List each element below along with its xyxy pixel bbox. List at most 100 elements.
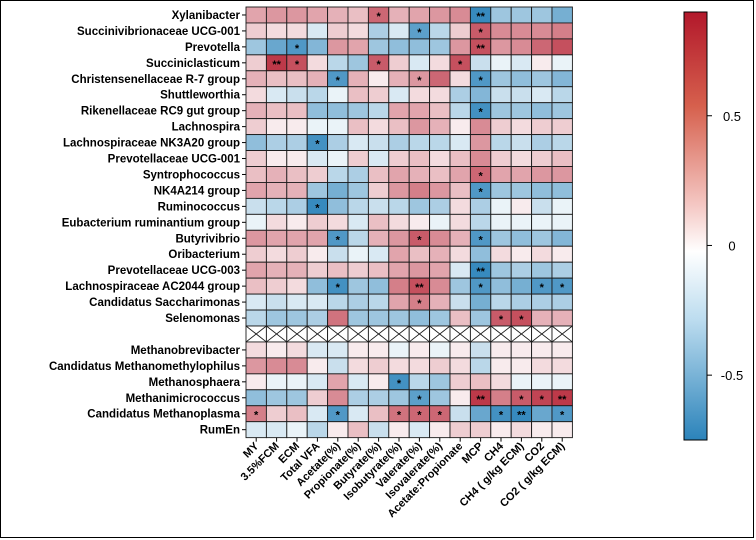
heatmap-cell xyxy=(388,22,410,40)
heatmap-cell xyxy=(531,309,553,327)
heatmap-cell xyxy=(245,86,267,104)
heatmap-cell xyxy=(408,166,431,183)
heatmap-cell xyxy=(490,261,512,279)
heatmap-cell xyxy=(510,86,533,104)
heatmap-cell xyxy=(367,213,390,231)
heatmap-cell xyxy=(306,102,329,120)
heatmap-cell xyxy=(306,6,329,24)
heatmap-cell xyxy=(347,22,369,40)
heatmap-cell xyxy=(408,102,431,120)
significance-mark: * xyxy=(417,75,422,87)
heatmap-cell xyxy=(347,6,369,24)
color-scale-tick-label: 0 xyxy=(728,238,735,253)
heatmap-cell xyxy=(490,38,512,56)
row-label: Prevotellaceae UCG-003 xyxy=(108,265,240,277)
heatmap-cell xyxy=(306,22,329,40)
heatmap-cell xyxy=(367,421,390,439)
row-label: RumEn xyxy=(200,425,240,437)
heatmap-cell xyxy=(245,181,267,199)
heatmap-cell xyxy=(510,341,533,359)
heatmap-cell xyxy=(490,245,512,263)
heatmap-cell xyxy=(449,277,471,295)
heatmap-cell xyxy=(367,357,390,375)
heatmap-cell xyxy=(367,181,390,199)
heatmap-cell xyxy=(306,405,329,423)
heatmap-cell xyxy=(388,54,410,72)
heatmap-cell xyxy=(265,373,288,391)
heatmap-cell xyxy=(306,150,329,167)
heatmap-cell xyxy=(347,86,369,104)
heatmap-cell xyxy=(531,86,553,104)
heatmap-cell xyxy=(449,293,471,311)
heatmap-cell xyxy=(286,421,308,439)
heatmap-cell xyxy=(367,389,390,407)
heatmap-cell xyxy=(327,118,349,136)
heatmap-cell xyxy=(490,197,512,215)
heatmap-cell xyxy=(531,229,553,247)
heatmap-cell xyxy=(510,277,533,295)
significance-mark: * xyxy=(478,282,483,294)
significance-mark: ** xyxy=(476,43,485,55)
heatmap-cell xyxy=(327,373,349,391)
heatmap-cell xyxy=(286,405,308,423)
significance-mark: * xyxy=(560,282,565,294)
heatmap-cell xyxy=(286,6,308,24)
heatmap-cell xyxy=(327,197,349,215)
heatmap-cell xyxy=(347,181,369,199)
heatmap-cell xyxy=(551,357,573,375)
heatmap-cell xyxy=(531,54,553,72)
heatmap-cell xyxy=(327,341,349,359)
heatmap-cell xyxy=(347,118,369,136)
heatmap-cell xyxy=(327,102,349,120)
heatmap-cell xyxy=(388,150,410,167)
heatmap-cell xyxy=(306,357,329,375)
heatmap-cell xyxy=(327,6,349,24)
heatmap-cell xyxy=(367,150,390,167)
heatmap-cell xyxy=(306,341,329,359)
heatmap-cell xyxy=(429,134,451,152)
heatmap-cell xyxy=(531,213,553,231)
heatmap-cell xyxy=(408,373,431,391)
heatmap-cell xyxy=(469,293,492,311)
heatmap-cell xyxy=(490,421,512,439)
heatmap-cell xyxy=(408,213,431,231)
heatmap-cell xyxy=(265,70,288,88)
heatmap-cell xyxy=(531,6,553,24)
heatmap-cell xyxy=(429,118,451,136)
significance-mark: * xyxy=(478,75,483,87)
heatmap-cell xyxy=(490,166,512,183)
heatmap-cell xyxy=(347,293,369,311)
row-label: Shuttleworthia xyxy=(160,90,240,102)
heatmap-cell xyxy=(469,54,492,72)
heatmap-cell xyxy=(429,6,451,24)
heatmap-cell xyxy=(510,22,533,40)
heatmap-cell xyxy=(469,134,492,152)
heatmap-cell xyxy=(429,421,451,439)
heatmap-cell xyxy=(388,102,410,120)
heatmap-cell xyxy=(245,38,267,56)
heatmap-cell xyxy=(490,6,512,24)
significance-mark: * xyxy=(499,410,504,422)
heatmap-cell xyxy=(408,341,431,359)
heatmap-cell xyxy=(429,54,451,72)
heatmap-cell xyxy=(531,245,553,263)
heatmap-cell xyxy=(531,181,553,199)
heatmap-cell xyxy=(367,38,390,56)
heatmap-cell xyxy=(469,405,492,423)
heatmap-cell xyxy=(367,261,390,279)
separator-cross-line xyxy=(347,325,369,343)
heatmap-cell xyxy=(265,38,288,56)
significance-mark: * xyxy=(295,59,300,71)
heatmap-cell xyxy=(286,277,308,295)
separator-cross-line xyxy=(490,325,512,343)
heatmap-cell xyxy=(388,181,410,199)
heatmap-cell xyxy=(469,150,492,167)
heatmap-cell xyxy=(367,134,390,152)
heatmap-cell xyxy=(449,309,471,327)
heatmap-cell xyxy=(531,166,553,183)
heatmap-cell xyxy=(551,70,573,88)
heatmap-cell xyxy=(347,102,369,120)
significance-mark: * xyxy=(336,410,341,422)
heatmap-cell xyxy=(469,197,492,215)
significance-mark: * xyxy=(417,410,422,422)
